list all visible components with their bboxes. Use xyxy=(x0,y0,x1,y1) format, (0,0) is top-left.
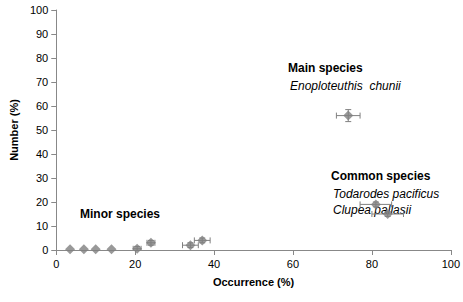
svg-text:90: 90 xyxy=(36,28,48,40)
svg-text:Number (%): Number (%) xyxy=(8,99,20,161)
svg-text:40: 40 xyxy=(208,258,220,270)
svg-text:100: 100 xyxy=(442,258,460,270)
svg-text:20: 20 xyxy=(129,258,141,270)
svg-text:0: 0 xyxy=(42,244,48,256)
svg-text:Minor species: Minor species xyxy=(80,207,160,221)
svg-text:Main species: Main species xyxy=(288,61,363,75)
svg-text:50: 50 xyxy=(36,124,48,136)
svg-text:Common species: Common species xyxy=(331,169,431,183)
svg-text:Clupea pallasii: Clupea pallasii xyxy=(333,203,411,217)
svg-text:Occurrence (%): Occurrence (%) xyxy=(213,276,295,288)
svg-text:60: 60 xyxy=(36,100,48,112)
svg-text:60: 60 xyxy=(287,258,299,270)
svg-text:70: 70 xyxy=(36,76,48,88)
svg-text:0: 0 xyxy=(53,258,59,270)
svg-text:Enoploteuthis chunii: Enoploteuthis chunii xyxy=(290,79,401,93)
svg-text:Todarodes pacificus: Todarodes pacificus xyxy=(333,187,439,201)
svg-text:40: 40 xyxy=(36,148,48,160)
svg-text:30: 30 xyxy=(36,172,48,184)
svg-text:80: 80 xyxy=(366,258,378,270)
svg-text:80: 80 xyxy=(36,52,48,64)
svg-text:20: 20 xyxy=(36,196,48,208)
svg-text:10: 10 xyxy=(36,220,48,232)
svg-text:100: 100 xyxy=(30,4,48,16)
